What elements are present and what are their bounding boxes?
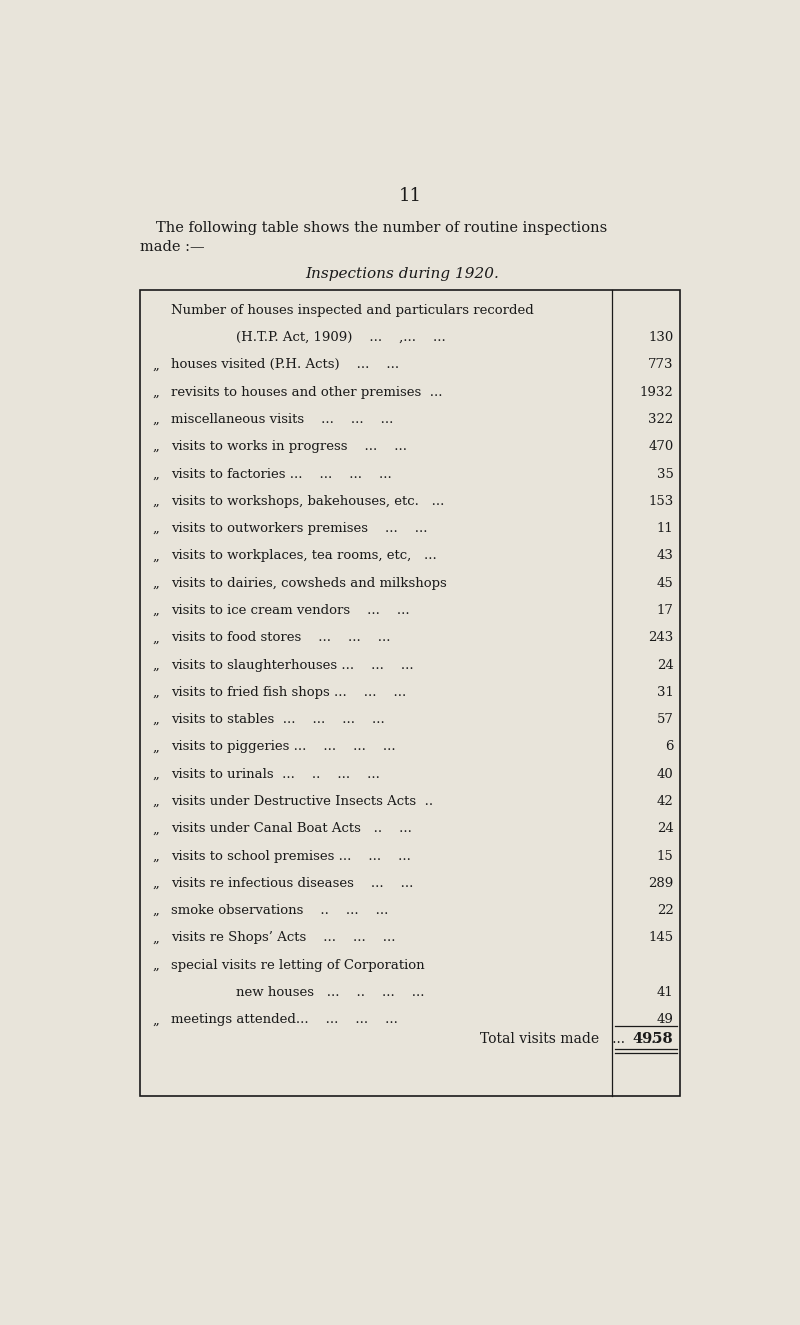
Text: visits to factories ...    ...    ...    ...: visits to factories ... ... ... ... <box>171 468 392 481</box>
Text: The following table shows the number of routine inspections: The following table shows the number of … <box>156 220 607 235</box>
Text: Total visits made   ...     ...: Total visits made ... ... <box>480 1032 659 1047</box>
Text: 40: 40 <box>657 767 674 780</box>
Text: smoke observations    ..    ...    ...: smoke observations .. ... ... <box>171 904 389 917</box>
Text: Number of houses inspected and particulars recorded: Number of houses inspected and particula… <box>171 303 534 317</box>
Text: 470: 470 <box>648 440 674 453</box>
Text: „: „ <box>153 468 159 481</box>
Text: visits to slaughterhouses ...    ...    ...: visits to slaughterhouses ... ... ... <box>171 659 414 672</box>
Text: visits to fried fish shops ...    ...    ...: visits to fried fish shops ... ... ... <box>171 686 406 698</box>
Text: „: „ <box>153 522 159 535</box>
Text: 43: 43 <box>657 550 674 562</box>
Text: „: „ <box>153 413 159 425</box>
Text: „: „ <box>153 849 159 863</box>
Text: 49: 49 <box>657 1014 674 1027</box>
Text: 41: 41 <box>657 986 674 999</box>
Text: „: „ <box>153 713 159 726</box>
Text: houses visited (P.H. Acts)    ...    ...: houses visited (P.H. Acts) ... ... <box>171 358 399 371</box>
Text: special visits re letting of Corporation: special visits re letting of Corporation <box>171 959 425 971</box>
Text: visits to food stores    ...    ...    ...: visits to food stores ... ... ... <box>171 631 391 644</box>
Text: 31: 31 <box>657 686 674 698</box>
Text: 153: 153 <box>648 494 674 507</box>
Text: 42: 42 <box>657 795 674 808</box>
Text: „: „ <box>153 1014 159 1027</box>
Text: visits to works in progress    ...    ...: visits to works in progress ... ... <box>171 440 407 453</box>
Text: „: „ <box>153 576 159 590</box>
Text: 22: 22 <box>657 904 674 917</box>
Text: Inspections during 1920.: Inspections during 1920. <box>306 266 499 281</box>
Text: „: „ <box>153 959 159 971</box>
Text: 17: 17 <box>657 604 674 617</box>
Text: visits under Destructive Insects Acts  ..: visits under Destructive Insects Acts .. <box>171 795 434 808</box>
Text: visits to urinals  ...    ..    ...    ...: visits to urinals ... .. ... ... <box>171 767 380 780</box>
Text: 24: 24 <box>657 659 674 672</box>
Text: „: „ <box>153 877 159 890</box>
Text: 45: 45 <box>657 576 674 590</box>
Text: „: „ <box>153 604 159 617</box>
Text: visits to outworkers premises    ...    ...: visits to outworkers premises ... ... <box>171 522 428 535</box>
Text: „: „ <box>153 659 159 672</box>
Text: „: „ <box>153 440 159 453</box>
Text: 11: 11 <box>657 522 674 535</box>
Text: 4958: 4958 <box>633 1032 674 1047</box>
Text: „: „ <box>153 904 159 917</box>
Text: 11: 11 <box>398 188 422 205</box>
Bar <box>140 290 680 1096</box>
Text: visits to workplaces, tea rooms, etc,   ...: visits to workplaces, tea rooms, etc, ..… <box>171 550 437 562</box>
Text: „: „ <box>153 823 159 835</box>
Text: visits to stables  ...    ...    ...    ...: visits to stables ... ... ... ... <box>171 713 385 726</box>
Text: „: „ <box>153 386 159 399</box>
Text: visits to piggeries ...    ...    ...    ...: visits to piggeries ... ... ... ... <box>171 741 396 754</box>
Text: 15: 15 <box>657 849 674 863</box>
Text: miscellaneous visits    ...    ...    ...: miscellaneous visits ... ... ... <box>171 413 394 425</box>
Text: „: „ <box>153 550 159 562</box>
Text: „: „ <box>153 358 159 371</box>
Text: visits to ice cream vendors    ...    ...: visits to ice cream vendors ... ... <box>171 604 410 617</box>
Text: revisits to houses and other premises  ...: revisits to houses and other premises ..… <box>171 386 443 399</box>
Text: made :—: made :— <box>140 240 205 254</box>
Text: 1932: 1932 <box>640 386 674 399</box>
Text: „: „ <box>153 631 159 644</box>
Text: 57: 57 <box>657 713 674 726</box>
Text: (H.T.P. Act, 1909)    ...    ,...    ...: (H.T.P. Act, 1909) ... ,... ... <box>236 331 446 344</box>
Text: 130: 130 <box>648 331 674 344</box>
Text: 6: 6 <box>665 741 674 754</box>
Text: 322: 322 <box>648 413 674 425</box>
Text: 289: 289 <box>648 877 674 890</box>
Text: „: „ <box>153 931 159 945</box>
Text: visits re infectious diseases    ...    ...: visits re infectious diseases ... ... <box>171 877 414 890</box>
Text: new houses   ...    ..    ...    ...: new houses ... .. ... ... <box>236 986 424 999</box>
Text: visits to workshops, bakehouses, etc.   ...: visits to workshops, bakehouses, etc. ..… <box>171 494 445 507</box>
Text: „: „ <box>153 686 159 698</box>
Text: visits to school premises ...    ...    ...: visits to school premises ... ... ... <box>171 849 411 863</box>
Text: visits to dairies, cowsheds and milkshops: visits to dairies, cowsheds and milkshop… <box>171 576 447 590</box>
Text: „: „ <box>153 494 159 507</box>
Text: 24: 24 <box>657 823 674 835</box>
Text: meetings attended...    ...    ...    ...: meetings attended... ... ... ... <box>171 1014 398 1027</box>
Text: „: „ <box>153 741 159 754</box>
Text: „: „ <box>153 767 159 780</box>
Text: visits re Shops’ Acts    ...    ...    ...: visits re Shops’ Acts ... ... ... <box>171 931 396 945</box>
Text: 243: 243 <box>648 631 674 644</box>
Text: 145: 145 <box>648 931 674 945</box>
Text: 773: 773 <box>648 358 674 371</box>
Text: 35: 35 <box>657 468 674 481</box>
Text: „: „ <box>153 795 159 808</box>
Text: visits under Canal Boat Acts   ..    ...: visits under Canal Boat Acts .. ... <box>171 823 412 835</box>
